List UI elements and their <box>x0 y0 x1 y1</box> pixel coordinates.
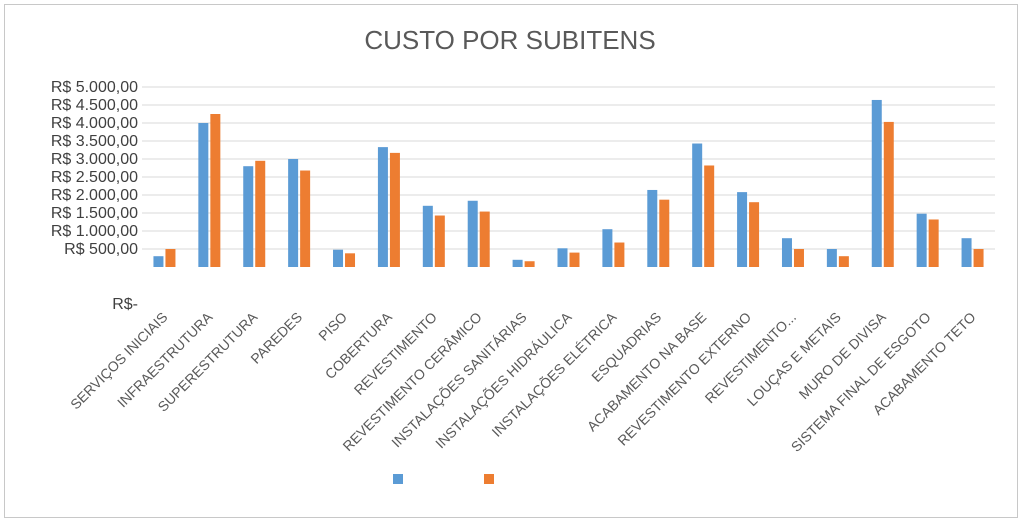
y-tick-label: R$ 5.000,00 <box>51 79 138 96</box>
bar-series-1 <box>602 229 613 267</box>
bar-series-2 <box>434 215 445 267</box>
bar-series-1 <box>198 123 209 267</box>
bar-series-1 <box>288 159 299 267</box>
bar-series-2 <box>749 202 760 267</box>
bar-series-1 <box>826 249 837 267</box>
chart-title: CUSTO POR SUBITENS <box>364 25 655 55</box>
bar-series-1 <box>692 143 703 267</box>
y-tick-label: R$ 2.000,00 <box>51 187 138 204</box>
bar-series-2 <box>928 219 939 267</box>
y-tick-label: R$ 500,00 <box>64 241 138 258</box>
bar-series-2 <box>255 160 266 267</box>
bar-series-2 <box>165 249 176 267</box>
y-tick-label: R$- <box>112 296 138 313</box>
bar-series-1 <box>333 249 344 267</box>
bar-series-2 <box>614 242 625 267</box>
legend-swatch-series-1 <box>393 474 403 484</box>
bar-series-1 <box>781 238 792 267</box>
bar-series-2 <box>659 199 670 267</box>
bar-series-1 <box>422 205 433 267</box>
y-tick-label: R$ 3.500,00 <box>51 133 138 150</box>
bar-series-2 <box>300 170 311 267</box>
bar-series-1 <box>871 99 882 268</box>
x-tick-label: REVESTIMENTO <box>351 309 440 398</box>
bar-series-1 <box>512 259 523 267</box>
legend-swatch-series-2 <box>484 474 494 484</box>
y-tick-label: R$ 1.000,00 <box>51 223 138 240</box>
bar-series-2 <box>704 165 715 267</box>
y-tick-label: R$ 1.500,00 <box>51 205 138 222</box>
bar-series-1 <box>467 200 478 267</box>
bar-series-1 <box>153 256 164 267</box>
bar-series-1 <box>647 189 658 267</box>
bar-series-2 <box>389 152 400 267</box>
bar-series-2 <box>793 249 804 267</box>
bar-series-2 <box>524 261 535 267</box>
bar-series-1 <box>961 238 972 267</box>
bar-series-1 <box>557 248 568 267</box>
bar-series-1 <box>737 192 748 267</box>
bar-series-1 <box>243 166 254 267</box>
bar-series-2 <box>210 114 221 267</box>
x-tick-label: PISO <box>315 309 350 344</box>
bar-series-1 <box>916 213 927 267</box>
y-tick-label: R$ 4.000,00 <box>51 115 138 132</box>
bar-series-2 <box>569 252 580 267</box>
y-tick-label: R$ 3.000,00 <box>51 151 138 168</box>
y-tick-label: R$ 2.500,00 <box>51 169 138 186</box>
bar-series-2 <box>973 249 984 267</box>
bar-series-2 <box>479 211 490 267</box>
bar-series-2 <box>883 121 894 267</box>
y-tick-label: R$ 4.500,00 <box>51 97 138 114</box>
bar-series-1 <box>377 147 388 267</box>
bar-series-2 <box>345 253 356 267</box>
bar-series-2 <box>838 256 849 267</box>
